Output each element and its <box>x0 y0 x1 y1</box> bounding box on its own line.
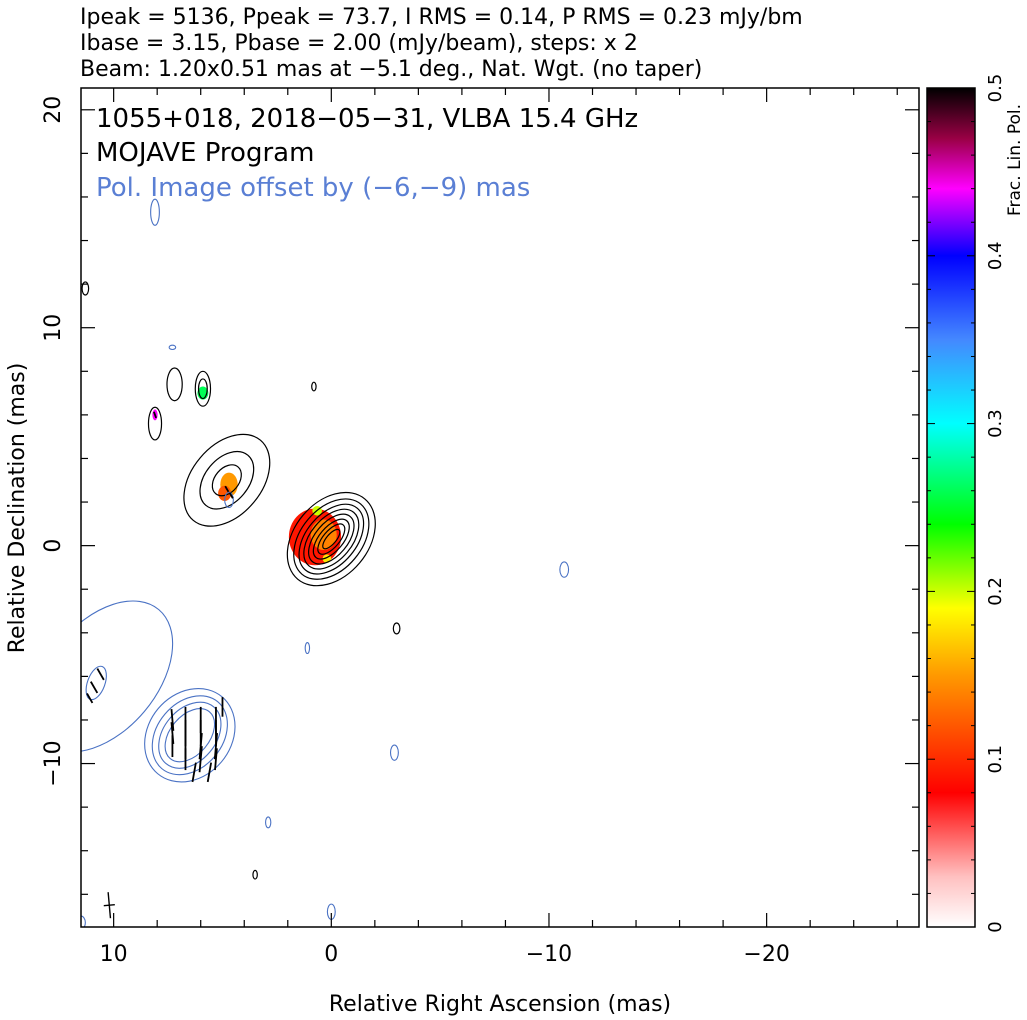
colorbar <box>926 87 976 928</box>
pol-contour-pol-core <box>158 701 222 769</box>
header-line-3: Beam: 1.20x0.51 mas at −5.1 deg., Nat. W… <box>80 57 702 82</box>
pol-contour-pol-core <box>164 708 216 763</box>
pol-contour-pol-spot-3 <box>389 744 399 761</box>
annotation-pol-offset: Pol. Image offset by (−6,−9) mas <box>96 173 530 203</box>
stokes-i-contour-core <box>322 528 341 550</box>
evpa-stick <box>198 746 203 773</box>
evpa-stick <box>214 748 218 771</box>
y-tick-label: 10 <box>41 314 66 342</box>
pol-contour-pol-spot-2 <box>304 642 311 655</box>
pol-contour-pol-core <box>151 695 228 776</box>
stokes-i-contour-knot-c2 <box>166 367 183 402</box>
colorbar-tick-label: 0 <box>985 921 1006 932</box>
pol-contour-pol-core <box>144 687 236 783</box>
stokes-i-contour-knot-d <box>147 406 163 441</box>
stokes-i-contour-spot-4 <box>252 869 258 880</box>
stokes-i-contour-knot-b <box>211 464 242 497</box>
evpa-stick <box>206 762 213 783</box>
evpa-stick <box>191 762 197 783</box>
x-tick-label: −10 <box>526 942 572 967</box>
evpa-stick <box>198 733 203 760</box>
plot-area <box>34 198 570 927</box>
pol-contour-pol-spot-9 <box>224 491 234 509</box>
pol-contour-pol-spot-7 <box>81 915 86 927</box>
y-axis-label: Relative Declination (mas) <box>5 363 30 654</box>
stokes-i-contour-knot-c1 <box>197 378 208 400</box>
x-tick-label: 10 <box>100 942 128 967</box>
pol-contour-pol-jet-outer <box>81 600 174 753</box>
y-tick-label: 0 <box>41 539 66 553</box>
stokes-i-contour-spot-1 <box>311 381 317 392</box>
stokes-i-contour-knot-b <box>199 450 255 510</box>
pol-contour-pol-spot-10 <box>265 816 272 829</box>
evpa-stick <box>213 733 218 760</box>
pol-contour-pol-knot-f <box>34 565 49 596</box>
evpa-stick <box>153 411 157 419</box>
annotation-source: 1055+018, 2018−05−31, VLBA 15.4 GHz <box>96 104 638 134</box>
stokes-i-contour-core <box>298 503 365 575</box>
colorbar-tick-label: 0.5 <box>985 74 1006 103</box>
pol-contour-pol-knot-e <box>65 576 76 598</box>
evpa-stick <box>228 492 234 499</box>
evpa-stick <box>224 485 230 493</box>
stokes-i-contour-core <box>286 491 376 587</box>
evpa-stick <box>86 693 94 704</box>
evpa-stick <box>96 668 105 681</box>
evpa-stick <box>40 613 49 614</box>
y-tick-label: −10 <box>41 740 66 786</box>
evpa-stick <box>170 709 175 731</box>
colorbar-tick-label: 0.2 <box>985 577 1006 606</box>
colorbar-label: Frac. Lin. Pol. <box>1005 104 1025 216</box>
stokes-i-contour-core <box>308 513 355 565</box>
stokes-i-contour-knot-b <box>183 433 271 527</box>
stokes-i-contour-core <box>293 498 370 580</box>
pol-contour-pol-jet-inner <box>85 665 107 701</box>
colorbar-tick-label: 0.3 <box>985 409 1006 438</box>
pol-contour-pol-spot-5 <box>168 344 177 351</box>
pol-contour-pol-spot-4 <box>150 198 160 226</box>
x-tick-label: −20 <box>743 942 789 967</box>
colorbar-ticks: 0 0.1 0.2 0.3 0.4 0.5 <box>927 74 1006 933</box>
x-tick-label: 0 <box>324 942 338 967</box>
stokes-i-contour-core <box>312 518 350 560</box>
colorbar-tick-label: 0.1 <box>985 745 1006 774</box>
beam-minor-axis <box>103 904 115 907</box>
stokes-i-contour-knot-c1 <box>194 370 212 407</box>
plot-frame <box>80 87 920 928</box>
stokes-i-contour-spot-2 <box>81 281 90 296</box>
stokes-i-contour-core <box>317 523 346 555</box>
annotation-program: MOJAVE Program <box>96 138 314 168</box>
axis-ticks: 10 0 −10 −20 20 10 0 −10 <box>41 88 919 967</box>
x-axis-label: Relative Right Ascension (mas) <box>329 992 671 1017</box>
pol-contour-pol-spot-1 <box>559 561 570 578</box>
evpa-stick <box>90 681 99 694</box>
stokes-i-contour-core <box>303 508 360 570</box>
stokes-i-contour-spot-3 <box>392 622 401 635</box>
header-line-1: Ipeak = 5136, Ppeak = 73.7, I RMS = 0.14… <box>80 5 803 30</box>
y-tick-label: 20 <box>41 96 66 124</box>
colorbar-tick-label: 0.4 <box>985 241 1006 270</box>
header-line-2: Ibase = 3.15, Pbase = 2.00 (mJy/beam), s… <box>80 31 638 56</box>
